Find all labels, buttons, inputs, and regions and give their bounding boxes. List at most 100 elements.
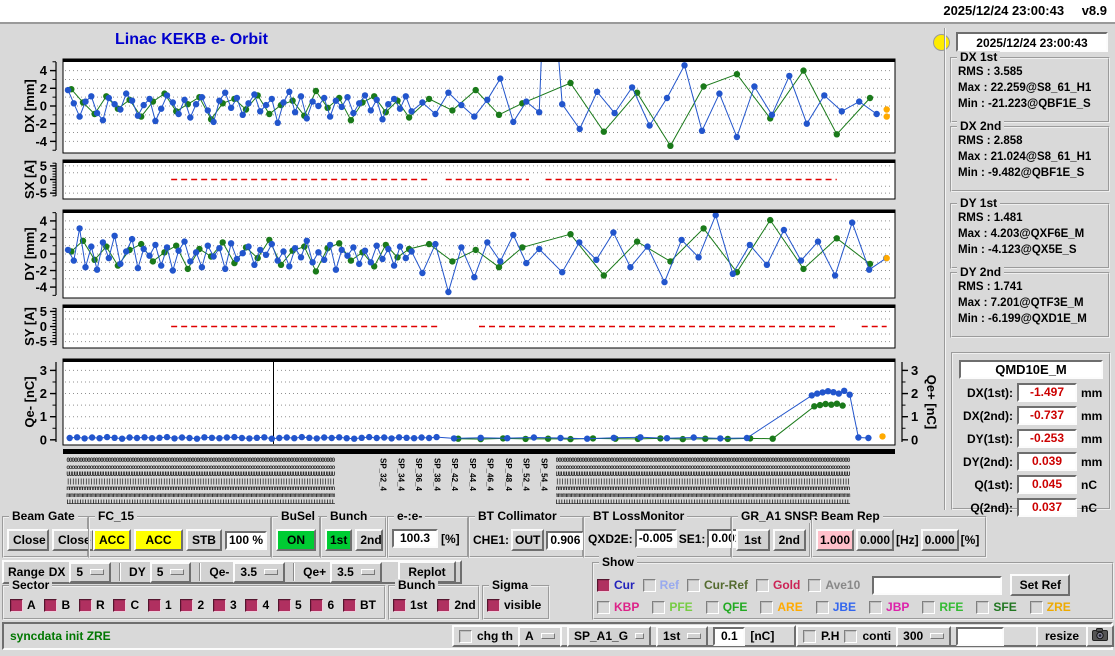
che1-out-button[interactable]: OUT [511,529,545,551]
checkbox-indicator [78,598,92,612]
sp-a1-g-dropdown[interactable]: SP_A1_G [567,625,651,647]
set-ref-button[interactable]: Set Ref [1010,574,1071,596]
status-message: syncdata init ZRE [10,629,111,643]
fc15-acc-1-button[interactable]: ACC [93,529,131,551]
range-qem-dropdown[interactable]: 3.5 [233,561,286,583]
resize-button[interactable]: resize [1036,625,1088,647]
sector-checkbox-bt[interactable]: BT [342,598,376,612]
checkbox-label: Cur [614,578,635,592]
monitor-row: DX(1st): -1.497 mm [953,383,1109,402]
plot-dx: 4 2 0 -2 -4 DX [mm] [22,58,896,154]
checkbox-indicator [869,600,883,614]
monitor-panel: QMD10E_M DX(1st): -1.497 mm DX(2nd): -0.737 m… [951,352,1111,517]
fc15-stb-button[interactable]: STB [185,529,222,551]
gr-a1-1st-button[interactable]: 1st [736,529,770,551]
ph-checkbox[interactable] [803,629,816,643]
sector-checkbox-2[interactable]: 2 [180,598,204,612]
checkbox-label: JBP [886,600,910,614]
dropdown-indicator-icon [360,569,375,575]
bunch-checkbox-2nd[interactable]: 2nd [437,598,476,612]
stat-row: Min : -21.223@QBF1E_S [958,98,1091,110]
interval-dropdown[interactable]: 300 [896,625,952,647]
sector-checkbox-a[interactable]: A [10,598,36,612]
y-axis-label-dy: DY [mm] [22,227,37,280]
bunch-2nd-button[interactable]: 2nd [355,529,384,551]
monitor-row-label: DX(2nd): [963,408,1013,423]
camera-icon [1092,628,1108,641]
extra-input[interactable] [956,626,1005,646]
show-checkbox-rfe[interactable]: RFE [922,600,963,614]
replot-button[interactable]: Replot [398,561,456,583]
sp-bunch-dropdown[interactable]: 1st [656,625,709,647]
svg-text:-4: -4 [35,280,47,295]
beam-rep-hz-unit: [Hz] [896,533,919,547]
checkbox-indicator [976,600,990,614]
se1-label: SE1: [678,531,706,546]
show-checkbox-are[interactable]: ARE [760,600,803,614]
ee-ratio-field[interactable]: 100.3 [392,529,438,548]
checkbox-indicator [652,600,666,614]
chg-th-dropdown[interactable]: A [518,625,562,647]
monitor-row-value: -0.737 [1017,406,1077,425]
qxd2e-field[interactable]: -0.005 [634,529,677,548]
svg-text:2: 2 [40,81,47,96]
show-checkbox-ave10[interactable]: Ave10 [808,578,860,592]
svg-text:-4: -4 [35,134,47,149]
show-checkbox-cur[interactable]: Cur [597,578,635,592]
sector-checkbox-5[interactable]: 5 [277,598,302,612]
ref-name-input[interactable] [872,575,1003,595]
che1-value-field[interactable]: 0.906 [546,530,585,550]
show-checkbox-pfe[interactable]: PFE [652,600,693,614]
sector-checkbox-3[interactable]: 3 [212,598,237,612]
sector-checkbox-b[interactable]: B [44,598,70,612]
beam-gate-close-1-button[interactable]: Close [7,529,49,551]
checkbox-label: R [95,598,105,612]
sector-checkbox-r[interactable]: R [78,598,105,612]
sector-checkbox-1[interactable]: 1 [147,598,172,612]
range-dy-label: DY [129,565,146,579]
range-qep-dropdown[interactable]: 3.5 [330,561,382,583]
busel-on-button[interactable]: ON [276,529,316,551]
ee-ratio-label: e-:e- [394,510,426,523]
show-checkbox-ref[interactable]: Ref [642,578,679,592]
gr-a1-2nd-button[interactable]: 2nd [772,529,806,551]
stat-row: RMS : 2.858 [958,135,1023,147]
checkbox-label: SFE [993,600,1017,614]
show-checkbox-jbp[interactable]: JBP [869,600,909,614]
show-checkbox-qfe[interactable]: QFE [705,600,747,614]
bunch-1st-button[interactable]: 1st [325,529,353,551]
bunch-checkbox-1st[interactable]: 1st [393,598,427,612]
fc15-acc-2-button[interactable]: ACC [134,529,183,551]
sector-checkbox-6[interactable]: 6 [310,598,334,612]
checkbox-indicator [815,600,829,614]
fc15-percent-field[interactable]: 100 % [224,530,267,550]
monitor-row: DY(1st): -0.253 mm [953,429,1109,448]
checkbox-indicator [687,578,701,592]
chg-th-checkbox[interactable] [459,629,472,643]
svg-text:0: 0 [40,432,47,447]
checkbox-label: PFE [669,600,693,614]
range-dx-label: DX [48,565,66,579]
show-checkbox-zre[interactable]: ZRE [1029,600,1071,614]
sector-checkbox-4[interactable]: 4 [245,598,269,612]
camera-button[interactable] [1086,625,1114,647]
y-axis-label-dx: DX [mm] [22,79,37,132]
threshold-input[interactable] [713,626,746,646]
conti-checkbox[interactable] [844,629,858,643]
checkbox-indicator [310,598,324,612]
show-checkbox-jbe[interactable]: JBE [815,600,856,614]
sigma-checkbox-visible[interactable]: visible [487,598,541,612]
show-checkbox-sfe[interactable]: SFE [976,600,1017,614]
show-checkbox-cur-ref[interactable]: Cur-Ref [687,578,748,592]
range-qep-label: Qe+ [303,565,327,579]
range-dx-dropdown[interactable]: 5 [69,561,112,583]
range-dy-dropdown[interactable]: 5 [149,561,192,583]
monitor-row-label: Q(1st): [974,477,1013,492]
sector-checkbox-c[interactable]: C [113,598,139,612]
show-checkbox-kbp[interactable]: KBP [597,600,639,614]
svg-text:2: 2 [40,230,47,245]
show-checkbox-gold[interactable]: Gold [756,578,800,592]
beam-gate-close-2-button[interactable]: Close [52,529,94,551]
